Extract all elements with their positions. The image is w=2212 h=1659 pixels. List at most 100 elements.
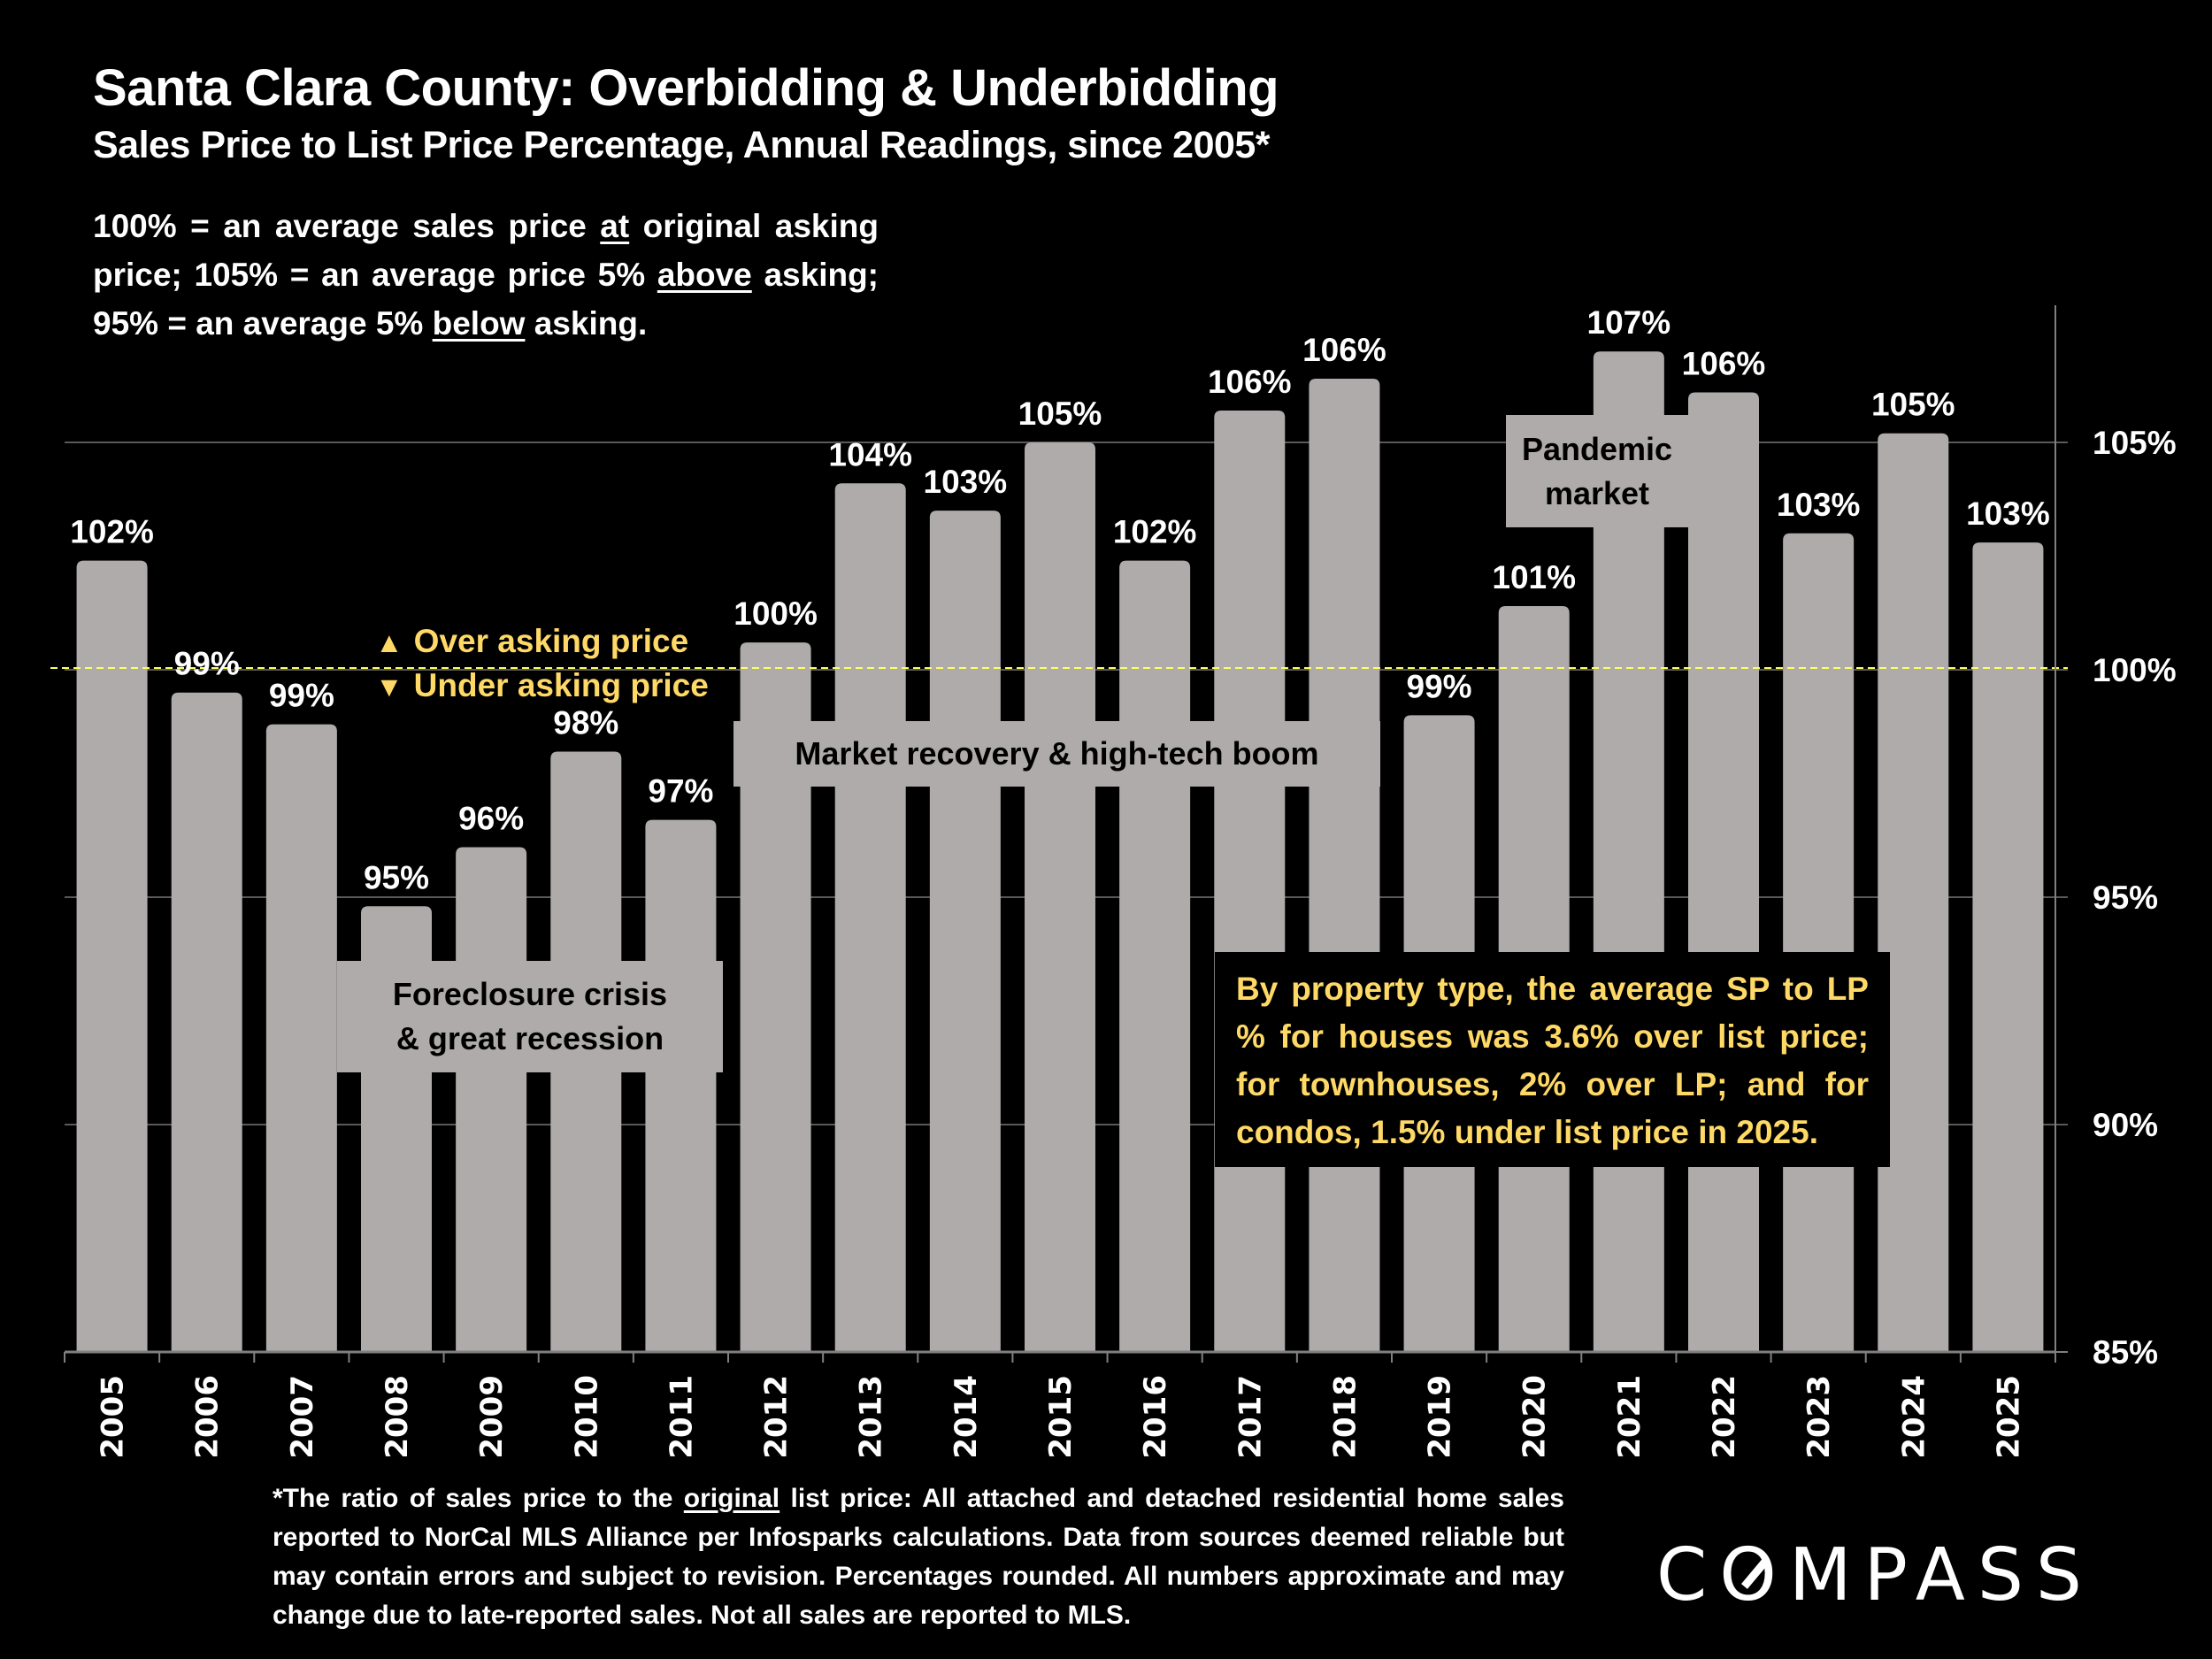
compass-logo: COMPASS bbox=[1656, 1533, 2094, 1617]
explanation-part: original asking price; 105% = an average… bbox=[93, 208, 879, 293]
x-tick-label-2011: 2011 bbox=[664, 1375, 699, 1459]
chart-subtitle: Sales Price to List Price Percentage, An… bbox=[93, 124, 1271, 166]
x-tick-label-2014: 2014 bbox=[949, 1375, 984, 1459]
data-label-2014: 103% bbox=[924, 464, 1008, 500]
legend-under-asking: ▼ Under asking price bbox=[375, 667, 709, 704]
annotation-market-recovery-text: Market recovery & high-tech boom bbox=[795, 735, 1319, 772]
x-tick-label-2024: 2024 bbox=[1896, 1375, 1932, 1459]
data-label-2011: 97% bbox=[648, 773, 713, 810]
bar-2013 bbox=[834, 483, 906, 1352]
data-label-2020: 101% bbox=[1492, 559, 1576, 595]
y-tick-label: 95% bbox=[2093, 879, 2158, 916]
bar-2006 bbox=[171, 692, 242, 1352]
data-labels: 102% 99% 99% 95% 96% 98% 97% 100% 104% 103% 105% 10… bbox=[70, 304, 2049, 895]
data-label-2016: 102% bbox=[1113, 514, 1197, 550]
x-tick-label-2005: 2005 bbox=[96, 1375, 131, 1459]
footnote-part: *The ratio of sales price to the bbox=[273, 1484, 684, 1513]
x-tick-label-2016: 2016 bbox=[1138, 1375, 1173, 1459]
bar-2022 bbox=[1688, 392, 1759, 1353]
x-tick-label-2012: 2012 bbox=[759, 1375, 795, 1459]
x-tick-label-2008: 2008 bbox=[380, 1375, 415, 1459]
data-label-2024: 105% bbox=[1871, 387, 1955, 423]
bar-2009 bbox=[456, 847, 527, 1352]
axes: 85% 90% 95% 100% 105% 2005 2006 2007 2008 2009 201… bbox=[64, 305, 2177, 1459]
x-tick-label-2007: 2007 bbox=[285, 1375, 320, 1459]
explanation-emphasis-at: at bbox=[600, 208, 630, 244]
annotation-foreclosure-line2: & great recession bbox=[396, 1020, 664, 1056]
x-tick-label-2013: 2013 bbox=[854, 1375, 889, 1459]
annotation-pandemic-line2: market bbox=[1544, 474, 1650, 511]
bar-2025 bbox=[1972, 542, 2044, 1352]
data-label-2023: 103% bbox=[1777, 487, 1861, 523]
data-label-2017: 106% bbox=[1208, 364, 1292, 400]
bar-2007 bbox=[265, 724, 337, 1352]
chart-title: Santa Clara County: Overbidding & Underb… bbox=[93, 59, 1279, 117]
data-label-2019: 99% bbox=[1407, 668, 1472, 704]
footnote: *The ratio of sales price to the origina… bbox=[273, 1479, 1564, 1635]
logo-o-slash-icon: O bbox=[1719, 1533, 1789, 1617]
y-tick-label: 105% bbox=[2093, 425, 2177, 461]
y-tick-label: 100% bbox=[2093, 652, 2177, 688]
y-tick-label: 85% bbox=[2093, 1334, 2158, 1371]
logo-letter: C bbox=[1656, 1533, 1720, 1617]
annotation-foreclosure-crisis: Foreclosure crisis & great recession bbox=[337, 961, 723, 1072]
x-tick-label-2009: 2009 bbox=[474, 1375, 510, 1459]
property-type-callout: By property type, the average SP to LP %… bbox=[1215, 952, 1890, 1167]
data-label-2018: 106% bbox=[1302, 332, 1386, 368]
explanation-emphasis-below: below bbox=[432, 305, 526, 342]
data-label-2022: 106% bbox=[1682, 345, 1766, 381]
x-tick-label-2021: 2021 bbox=[1612, 1375, 1647, 1459]
data-label-2010: 98% bbox=[553, 705, 618, 741]
x-tick-label-2017: 2017 bbox=[1233, 1375, 1268, 1459]
legend-over-label: Over asking price bbox=[413, 623, 689, 659]
x-tick-label-2025: 2025 bbox=[1991, 1375, 2026, 1459]
bar-2014 bbox=[929, 511, 1001, 1352]
data-label-2006: 99% bbox=[174, 646, 240, 682]
bar-2023 bbox=[1783, 533, 1855, 1352]
x-tick-label-2022: 2022 bbox=[1707, 1375, 1742, 1459]
y-tick-label: 90% bbox=[2093, 1107, 2158, 1143]
x-tick-label-2023: 2023 bbox=[1801, 1375, 1837, 1459]
footnote-part: list price: All attached and detached re… bbox=[273, 1484, 1564, 1630]
explanation-emphasis-above: above bbox=[657, 257, 752, 293]
x-tick-label-2010: 2010 bbox=[569, 1375, 604, 1459]
triangle-down-icon: ▼ bbox=[375, 671, 403, 703]
bar-2015 bbox=[1025, 442, 1095, 1352]
annotation-foreclosure-line1: Foreclosure crisis bbox=[392, 976, 668, 1012]
data-label-2021: 107% bbox=[1587, 304, 1671, 341]
data-label-2007: 99% bbox=[269, 678, 334, 714]
legend-over-asking: ▲ Over asking price bbox=[375, 623, 688, 660]
bars bbox=[76, 351, 2044, 1353]
data-label-2008: 95% bbox=[364, 859, 429, 895]
data-label-2005: 102% bbox=[70, 514, 154, 550]
x-tick-label-2020: 2020 bbox=[1517, 1375, 1553, 1459]
bar-2012 bbox=[740, 642, 811, 1352]
explanation-part: asking. bbox=[525, 305, 648, 342]
data-label-2025: 103% bbox=[1966, 495, 2050, 532]
x-tick-label-2006: 2006 bbox=[190, 1375, 226, 1459]
bar-2018 bbox=[1309, 379, 1380, 1352]
x-tick-label-2018: 2018 bbox=[1327, 1375, 1363, 1459]
legend-under-label: Under asking price bbox=[413, 667, 709, 703]
bar-2011 bbox=[645, 819, 717, 1352]
data-label-2013: 104% bbox=[828, 436, 912, 472]
data-label-2009: 96% bbox=[458, 800, 524, 836]
bar-2016 bbox=[1119, 560, 1191, 1352]
bar-2005 bbox=[76, 560, 148, 1352]
x-tick-label-2015: 2015 bbox=[1043, 1375, 1079, 1459]
bar-2024 bbox=[1878, 433, 1949, 1353]
explanation-text: 100% = an average sales price at origina… bbox=[93, 202, 879, 348]
explanation-part: asking; 95% = an average 5% bbox=[93, 257, 879, 342]
annotation-market-recovery: Market recovery & high-tech boom bbox=[733, 721, 1380, 787]
data-label-2012: 100% bbox=[733, 595, 818, 632]
data-label-2015: 105% bbox=[1018, 396, 1102, 432]
logo-letters: MPASS bbox=[1788, 1533, 2094, 1617]
triangle-up-icon: ▲ bbox=[375, 626, 403, 658]
annotation-pandemic-line1: Pandemic bbox=[1521, 430, 1673, 467]
bar-2017 bbox=[1214, 411, 1286, 1352]
explanation-part: 100% = an average sales price bbox=[93, 208, 601, 244]
annotation-pandemic-market: Pandemic market bbox=[1506, 415, 1688, 527]
x-tick-label-2019: 2019 bbox=[1423, 1375, 1458, 1459]
footnote-emphasis-original: original bbox=[683, 1484, 780, 1513]
